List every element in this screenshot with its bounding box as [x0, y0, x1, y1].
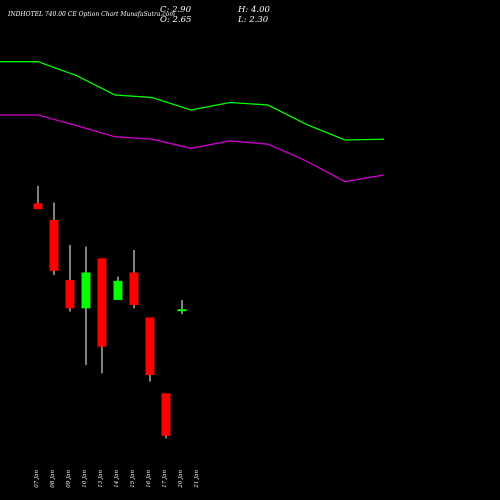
candle-body [113, 280, 123, 300]
candle-2 [65, 245, 75, 312]
x-axis-labels: 07 Jan 08 Jan 09 Jan 10 Jan 13 Jan 14 Jan 15 J… [34, 470, 200, 489]
candle-body [145, 317, 155, 375]
x-tick-label: 16 Jan [146, 470, 152, 488]
candle-1 [49, 202, 59, 275]
candle-body [81, 272, 91, 309]
x-tick-label: 20 Jan [178, 470, 184, 489]
candle-5 [113, 276, 123, 300]
candle-body [65, 280, 75, 309]
candle-3 [81, 246, 91, 365]
x-tick-label: 21 Jan [194, 470, 200, 489]
open-value: O: 2.65 [160, 15, 192, 25]
candle-body [129, 272, 139, 305]
close-value: C: 2.90 [160, 5, 191, 15]
x-tick-label: 08 Jan [50, 470, 56, 488]
x-tick-label: 13 Jan [98, 470, 104, 488]
chart-title: INDHOTEL 740.00 CE Option Chart MunafaSu… [8, 11, 175, 18]
x-tick-label: 15 Jan [130, 470, 136, 488]
candle-body [161, 393, 171, 436]
candles [33, 185, 187, 439]
series-line-1 [0, 114, 385, 183]
candle-body [177, 309, 187, 312]
candle-body [49, 220, 59, 271]
high-value: H: 4.00 [238, 5, 270, 15]
candle-6 [129, 250, 139, 309]
x-tick-label: 14 Jan [114, 470, 120, 488]
candle-7 [145, 317, 155, 382]
candle-body [33, 203, 43, 210]
x-tick-label: 10 Jan [82, 470, 88, 488]
series-line-0 [0, 61, 385, 141]
candle-9 [177, 300, 187, 315]
low-value: L: 2.30 [238, 15, 269, 25]
candle-8 [161, 393, 171, 439]
candle-4 [97, 258, 107, 374]
indicator-lines [0, 61, 385, 183]
candle-0 [33, 185, 43, 210]
candle-body [97, 258, 107, 347]
x-tick-label: 07 Jan [34, 470, 40, 488]
x-tick-label: 09 Jan [66, 470, 72, 488]
x-tick-label: 17 Jan [162, 470, 168, 488]
